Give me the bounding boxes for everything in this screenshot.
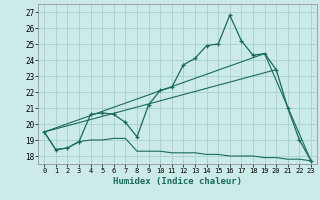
X-axis label: Humidex (Indice chaleur): Humidex (Indice chaleur) xyxy=(113,177,242,186)
